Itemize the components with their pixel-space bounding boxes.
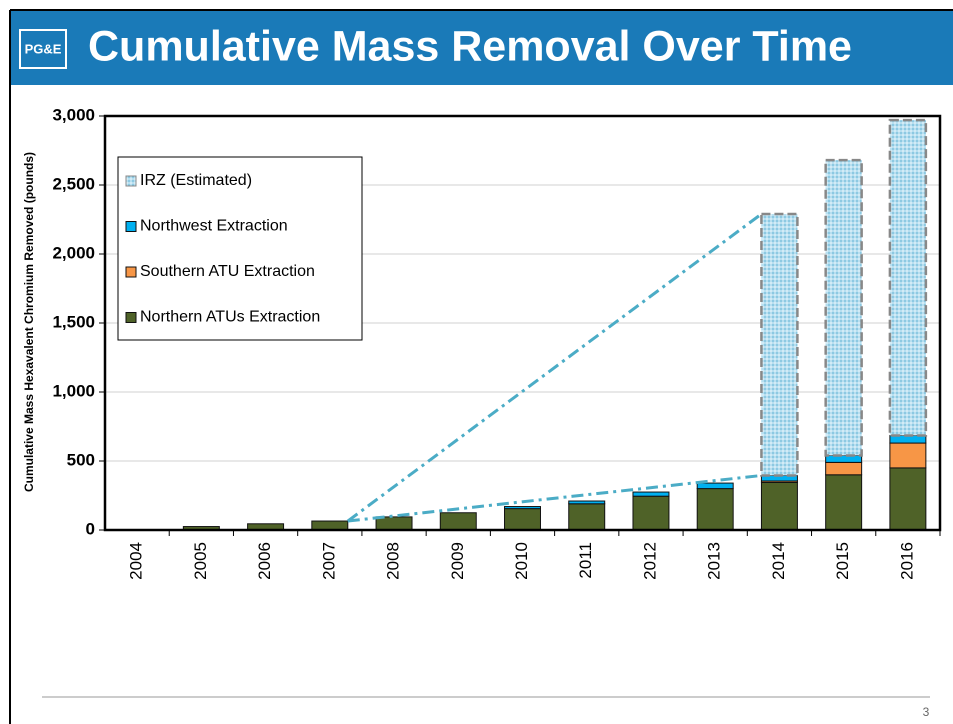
legend-label: Northwest Extraction — [140, 218, 288, 235]
legend-box — [117, 156, 363, 341]
x-tick-label: 2016 — [897, 542, 916, 580]
trend-line — [347, 473, 762, 523]
x-tick-label: 2010 — [512, 542, 531, 580]
bar-segment — [696, 482, 734, 490]
bar-segment — [696, 488, 734, 531]
x-tick-label: 2007 — [319, 542, 338, 580]
x-tick-label: 2015 — [833, 542, 852, 580]
trend-line — [346, 212, 763, 523]
x-tick-label: 2005 — [191, 542, 210, 580]
bar-segment — [825, 461, 863, 476]
legend-label: Northern ATUs Extraction — [140, 309, 320, 326]
bar-segment — [568, 503, 606, 531]
bar-segment — [568, 500, 606, 505]
bar-segment — [825, 474, 863, 531]
y-tick-label: 2,500 — [52, 174, 95, 193]
bar-segment — [632, 495, 670, 531]
y-tick-label: 0 — [86, 519, 95, 538]
header-bar — [11, 11, 953, 85]
y-tick-label: 1,500 — [52, 312, 95, 331]
bar-segment — [824, 158, 863, 457]
logo-box — [19, 29, 67, 69]
x-tick-label: 2012 — [640, 542, 659, 580]
bar-segment — [889, 467, 927, 531]
page-number: 3 — [923, 705, 930, 719]
x-tick-label: 2013 — [705, 542, 724, 580]
legend-swatch — [125, 221, 137, 232]
x-tick-label: 2008 — [384, 542, 403, 580]
legend-swatch — [125, 312, 137, 323]
bar-segment — [760, 481, 798, 531]
x-tick-label: 2006 — [255, 542, 274, 580]
bar-segment — [439, 512, 477, 531]
bar-segment — [825, 454, 863, 463]
x-tick-label: 2004 — [127, 542, 146, 580]
legend-swatch — [125, 175, 137, 187]
y-tick-label: 2,000 — [52, 243, 95, 262]
x-tick-label: 2014 — [769, 542, 788, 580]
bar-segment — [504, 506, 541, 510]
bar-segment — [888, 118, 928, 437]
legend-label: IRZ (Estimated) — [140, 172, 252, 189]
plot-frame — [103, 114, 942, 532]
bar-segment — [504, 508, 541, 531]
legend-label: Southern ATU Extraction — [140, 263, 315, 280]
y-axis-label: Cumulative Mass Hexavalent Chromium Remo… — [22, 152, 36, 492]
bar-segment — [760, 212, 799, 477]
slide-title: Cumulative Mass Removal Over Time — [88, 22, 852, 70]
legend-swatch — [125, 266, 137, 278]
y-tick-label: 500 — [67, 450, 95, 469]
logo: PG&E — [25, 41, 62, 56]
x-tick-label: 2011 — [576, 542, 595, 579]
bar-segment — [375, 516, 413, 531]
x-tick-label: 2009 — [448, 542, 467, 580]
y-tick-label: 1,000 — [52, 381, 95, 400]
bar-segment — [889, 442, 927, 469]
bar-segment — [632, 491, 670, 497]
y-tick-label: 3,000 — [52, 105, 95, 124]
bar-segment — [311, 520, 349, 531]
